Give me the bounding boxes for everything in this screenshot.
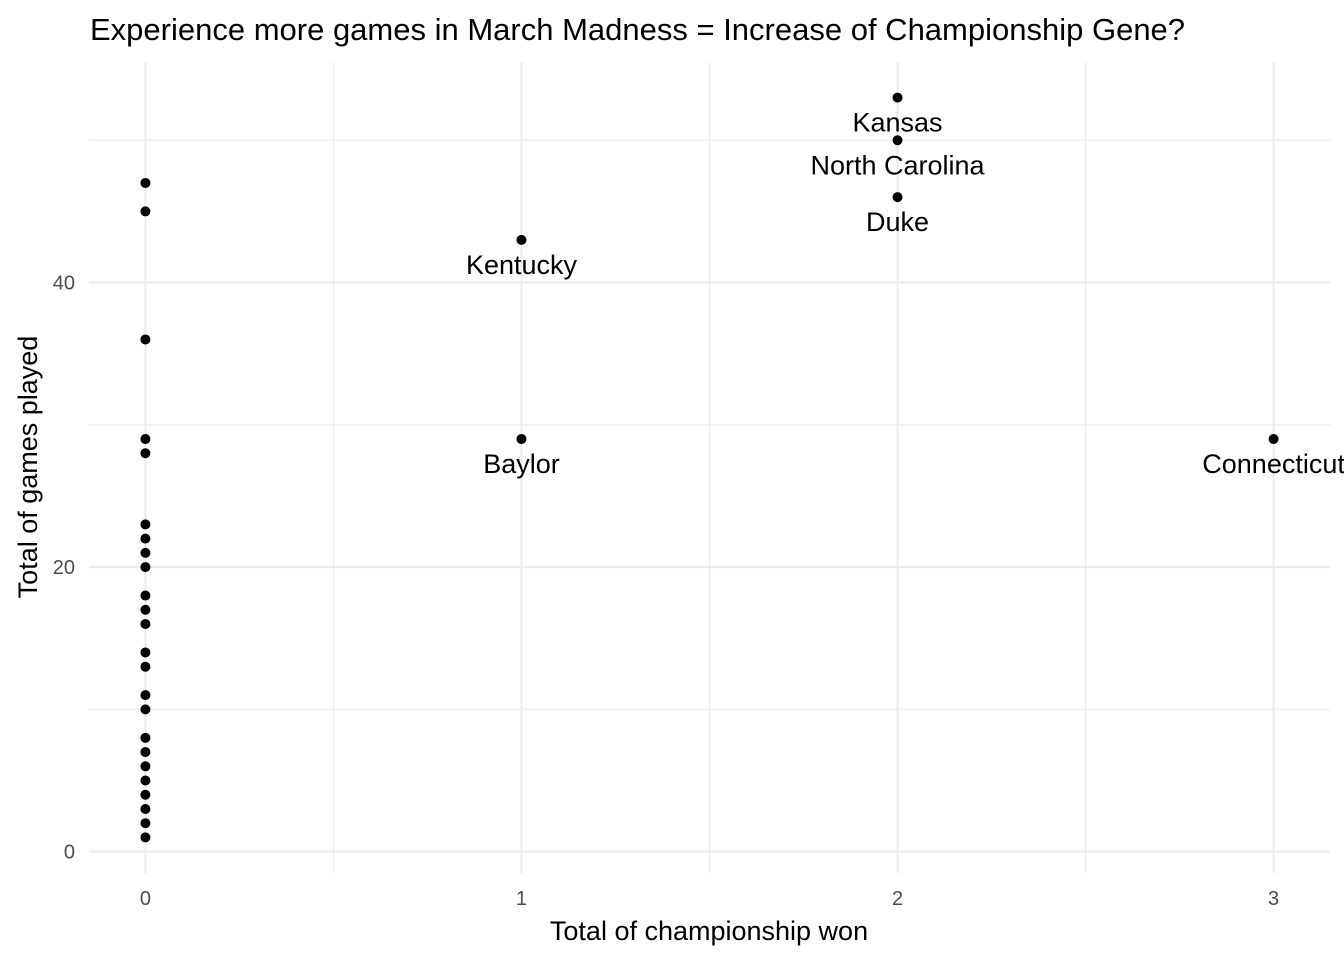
data-point (140, 704, 151, 715)
data-point (140, 206, 151, 217)
data-point (140, 832, 151, 843)
data-point (892, 192, 903, 203)
data-point (140, 818, 151, 829)
data-point (516, 234, 527, 245)
point-label: Kansas (852, 108, 942, 138)
point-label: North Carolina (810, 150, 985, 180)
data-point (140, 434, 151, 445)
data-point (140, 334, 151, 345)
data-point (892, 92, 903, 103)
data-point (516, 434, 527, 445)
y-tick-label: 20 (53, 557, 75, 579)
x-tick-label: 1 (516, 888, 527, 910)
x-tick-label: 2 (892, 888, 903, 910)
data-point (140, 803, 151, 814)
data-point (140, 690, 151, 701)
x-axis-title: Total of championship won (550, 916, 868, 946)
data-point (892, 135, 903, 146)
grid-lines (89, 62, 1330, 873)
data-point (140, 590, 151, 601)
tick-labels: 0 1 2 3 0 20 40 (53, 273, 1279, 910)
point-labels: Kentucky Baylor Kansas North Carolina Duke Co… (466, 108, 1344, 479)
data-points (140, 92, 1279, 843)
data-point (140, 761, 151, 772)
data-point (140, 533, 151, 544)
point-label: Connecticut (1202, 449, 1344, 479)
data-point (140, 177, 151, 188)
data-point (140, 448, 151, 459)
data-point (140, 519, 151, 530)
data-point (140, 775, 151, 786)
data-point (140, 619, 151, 630)
data-point (140, 562, 151, 573)
data-point (140, 747, 151, 758)
point-label: Duke (866, 207, 929, 237)
data-point (140, 661, 151, 672)
y-tick-label: 0 (64, 842, 75, 864)
x-tick-label: 3 (1268, 888, 1279, 910)
chart-title: Experience more games in March Madness =… (90, 12, 1185, 47)
y-axis-title: Total of games played (13, 336, 43, 599)
y-tick-label: 40 (53, 273, 75, 295)
x-tick-label: 0 (140, 888, 151, 910)
data-point (140, 604, 151, 615)
data-point (140, 789, 151, 800)
data-point (1268, 434, 1279, 445)
point-label: Baylor (483, 449, 560, 479)
data-point (140, 547, 151, 558)
data-point (140, 732, 151, 743)
point-label: Kentucky (466, 250, 578, 280)
data-point (140, 647, 151, 658)
